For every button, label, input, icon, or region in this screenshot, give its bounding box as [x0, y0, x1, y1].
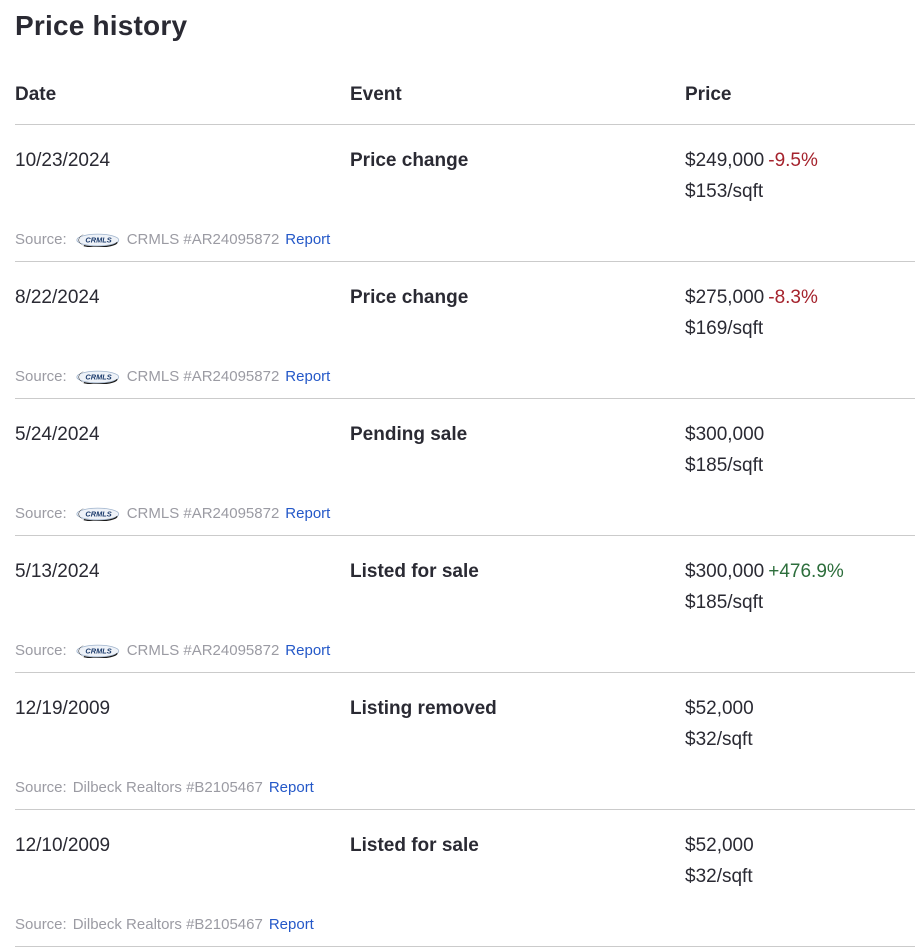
crmls-logo: CRMLS: [73, 370, 121, 384]
source-text: Dilbeck Realtors #B2105467: [72, 779, 263, 796]
source-line: Source: CRMLS CRMLS #AR24095872 Report: [15, 231, 915, 248]
table-row: 5/13/2024 Listed for sale $300,000 +476.9…: [15, 536, 915, 673]
row-event: Listing removed: [350, 698, 497, 719]
source-label: Source:: [15, 642, 67, 659]
column-header-date: Date: [15, 84, 57, 105]
table-row: 12/19/2009 Listing removed $52,000 $32/s…: [15, 673, 915, 810]
source-text: CRMLS #AR24095872: [126, 505, 280, 522]
price-value: $249,000: [685, 150, 765, 171]
source-line: Source: CRMLS CRMLS #AR24095872 Report: [15, 505, 915, 522]
source-line: Source: CRMLS CRMLS #AR24095872 Report: [15, 642, 915, 659]
price-value: $275,000: [685, 287, 765, 308]
price-history-rows: 10/23/2024 Price change $249,000 -9.5% $1…: [15, 125, 915, 947]
table-row: 10/23/2024 Price change $249,000 -9.5% $1…: [15, 125, 915, 262]
price-per-sqft: $32/sqft: [685, 866, 753, 887]
table-row: 5/24/2024 Pending sale $300,000 $185/sqf…: [15, 399, 915, 536]
row-date: 5/13/2024: [15, 561, 100, 582]
report-link[interactable]: Report: [285, 642, 331, 659]
svg-text:CRMLS: CRMLS: [85, 235, 111, 244]
row-price: $249,000 -9.5% $153/sqft: [685, 148, 915, 205]
report-link[interactable]: Report: [268, 916, 314, 933]
table-row: 8/22/2024 Price change $275,000 -8.3% $16…: [15, 262, 915, 399]
source-line: Source: Dilbeck Realtors #B2105467 Repor…: [15, 779, 915, 796]
price-per-sqft: $153/sqft: [685, 181, 764, 202]
crmls-logo: CRMLS: [73, 233, 121, 247]
svg-text:CRMLS: CRMLS: [85, 646, 111, 655]
row-price: $300,000 +476.9% $185/sqft: [685, 559, 915, 616]
row-price: $300,000 $185/sqft: [685, 422, 915, 479]
report-link[interactable]: Report: [268, 779, 314, 796]
price-per-sqft: $169/sqft: [685, 318, 764, 339]
price-value: $300,000: [685, 424, 765, 445]
source-text: CRMLS #AR24095872: [126, 368, 280, 385]
source-text: Dilbeck Realtors #B2105467: [72, 916, 263, 933]
row-event: Price change: [350, 287, 469, 308]
crmls-logo: CRMLS: [73, 507, 121, 521]
svg-text:CRMLS: CRMLS: [85, 509, 111, 518]
row-main: 5/24/2024 Pending sale $300,000 $185/sqf…: [15, 422, 915, 479]
row-date: 12/10/2009: [15, 835, 111, 856]
table-header-row: Date Event Price: [15, 84, 915, 125]
price-value: $52,000: [685, 835, 754, 856]
row-price: $275,000 -8.3% $169/sqft: [685, 285, 915, 342]
row-date: 5/24/2024: [15, 424, 100, 445]
row-event: Listed for sale: [350, 835, 479, 856]
table-row: 12/10/2009 Listed for sale $52,000 $32/s…: [15, 810, 915, 947]
source-text: CRMLS #AR24095872: [126, 642, 280, 659]
row-event: Pending sale: [350, 424, 468, 445]
row-main: 8/22/2024 Price change $275,000 -8.3% $16…: [15, 285, 915, 342]
price-change-percent: -9.5%: [768, 150, 818, 171]
source-label: Source:: [15, 231, 67, 248]
report-link[interactable]: Report: [285, 368, 331, 385]
column-header-price: Price: [685, 84, 732, 105]
price-per-sqft: $32/sqft: [685, 729, 753, 750]
report-link[interactable]: Report: [285, 505, 331, 522]
row-date: 10/23/2024: [15, 150, 111, 171]
price-per-sqft: $185/sqft: [685, 592, 764, 613]
page-title: Price history: [15, 10, 188, 41]
source-label: Source:: [15, 779, 67, 796]
price-per-sqft: $185/sqft: [685, 455, 764, 476]
row-price: $52,000 $32/sqft: [685, 696, 915, 753]
row-main: 12/19/2009 Listing removed $52,000 $32/s…: [15, 696, 915, 753]
report-link[interactable]: Report: [285, 231, 331, 248]
price-value: $300,000: [685, 561, 765, 582]
column-header-event: Event: [350, 84, 402, 105]
source-label: Source:: [15, 505, 67, 522]
row-price: $52,000 $32/sqft: [685, 833, 915, 890]
price-value: $52,000: [685, 698, 754, 719]
row-event: Price change: [350, 150, 469, 171]
row-main: 12/10/2009 Listed for sale $52,000 $32/s…: [15, 833, 915, 890]
row-event: Listed for sale: [350, 561, 479, 582]
source-text: CRMLS #AR24095872: [126, 231, 280, 248]
source-line: Source: CRMLS CRMLS #AR24095872 Report: [15, 368, 915, 385]
price-history-section: Price history Date Event Price 10/23/202…: [0, 10, 915, 947]
crmls-logo: CRMLS: [73, 644, 121, 658]
source-label: Source:: [15, 368, 67, 385]
source-line: Source: Dilbeck Realtors #B2105467 Repor…: [15, 916, 915, 933]
row-main: 10/23/2024 Price change $249,000 -9.5% $1…: [15, 148, 915, 205]
price-change-percent: +476.9%: [768, 561, 844, 582]
svg-text:CRMLS: CRMLS: [85, 372, 111, 381]
row-date: 12/19/2009: [15, 698, 111, 719]
price-change-percent: -8.3%: [768, 287, 818, 308]
source-label: Source:: [15, 916, 67, 933]
row-date: 8/22/2024: [15, 287, 100, 308]
row-main: 5/13/2024 Listed for sale $300,000 +476.9…: [15, 559, 915, 616]
